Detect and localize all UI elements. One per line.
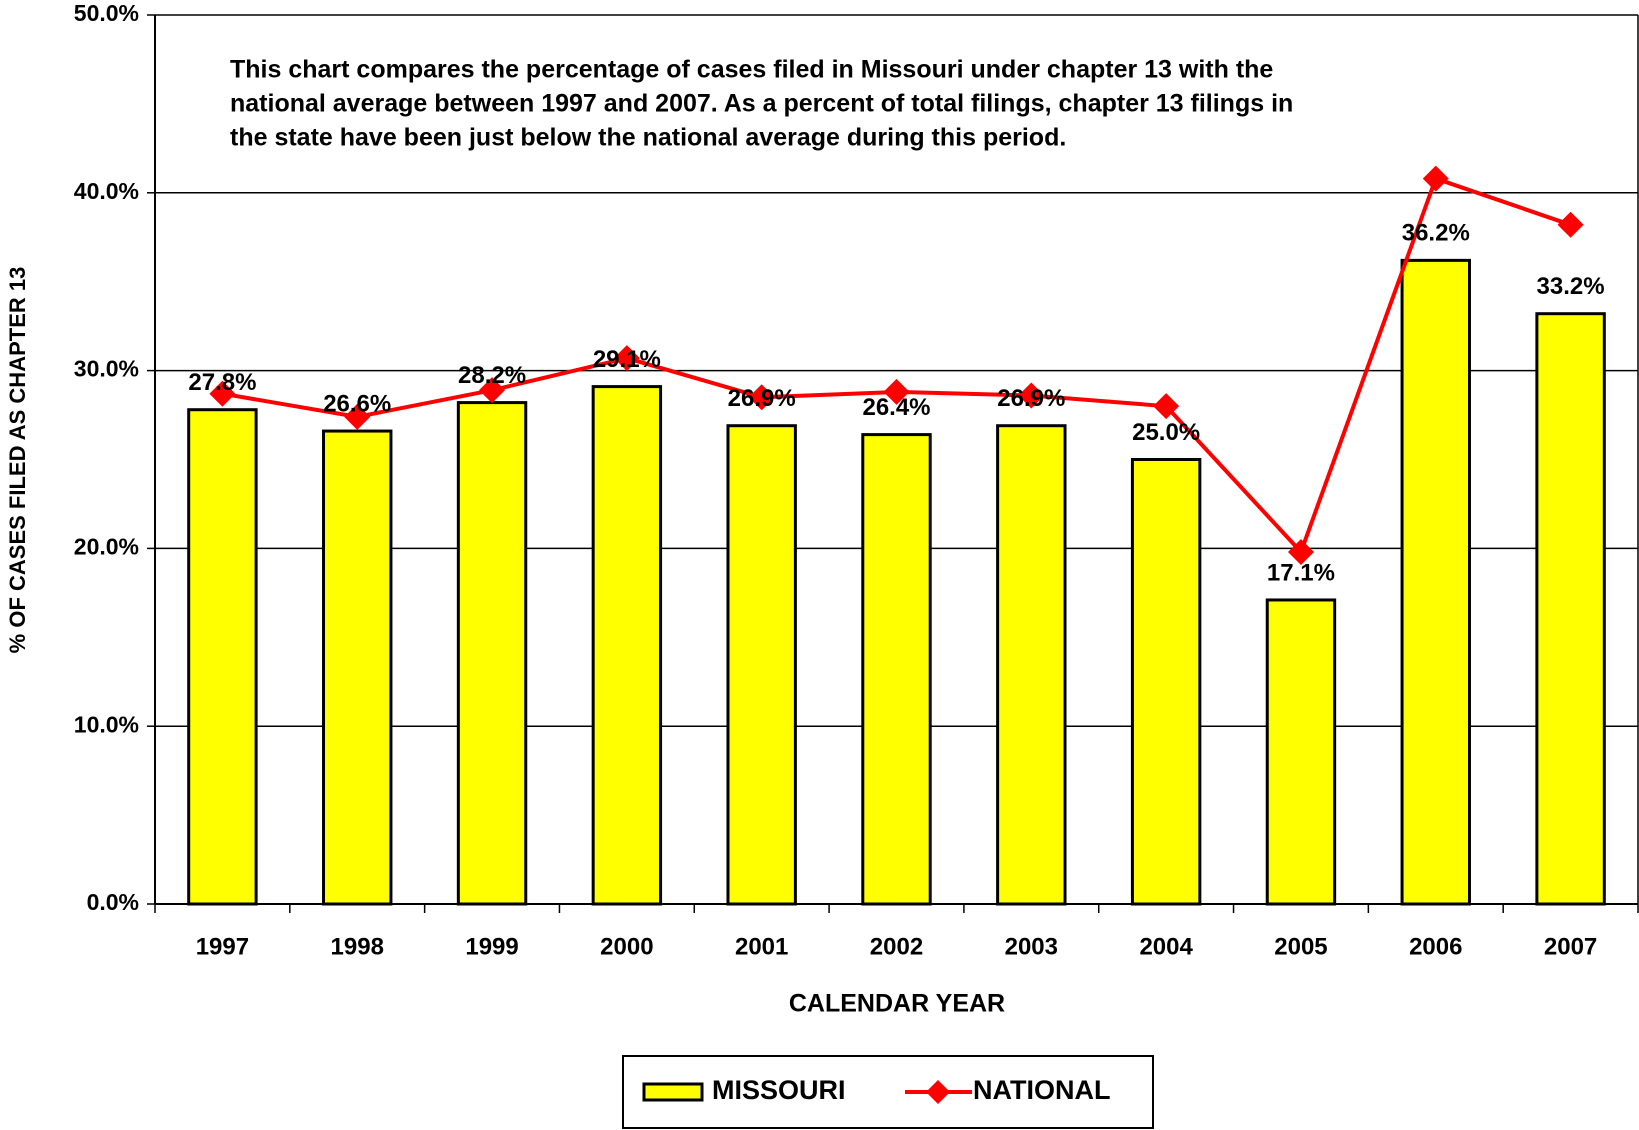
x-tick-label: 2005 <box>1274 933 1327 960</box>
x-tick-label: 2007 <box>1544 933 1597 960</box>
line-marker <box>748 384 775 411</box>
bar <box>1265 598 1337 906</box>
bar <box>322 429 393 906</box>
y-tick-label: 40.0% <box>74 178 139 204</box>
data-label: 17.1% <box>1267 559 1335 586</box>
x-tick-label: 2002 <box>870 933 923 960</box>
annotation: This chart compares the percentage of ca… <box>230 56 1273 84</box>
y-tick-label: 10.0% <box>74 711 139 737</box>
legend-swatch <box>642 1082 704 1102</box>
bar <box>996 424 1067 906</box>
y-tick-label: 30.0% <box>74 356 139 382</box>
line-marker <box>1153 393 1180 420</box>
data-label: 25.0% <box>1132 419 1200 446</box>
bar <box>187 408 258 906</box>
y-axis-label: % OF CASES FILED AS CHAPTER 13 <box>5 267 30 654</box>
line-marker <box>344 403 371 430</box>
x-tick-label: 1999 <box>465 933 518 960</box>
data-label: 26.9% <box>728 385 796 412</box>
data-label: 29.1% <box>593 346 661 373</box>
data-label: 33.2% <box>1537 273 1605 300</box>
data-label: 36.2% <box>1402 220 1470 247</box>
bar <box>456 401 528 906</box>
annotation: the state have been just below the natio… <box>230 124 1066 152</box>
line-marker <box>1287 538 1314 565</box>
line-marker <box>883 378 910 405</box>
legend-box <box>622 1055 1154 1129</box>
data-label: 26.4% <box>862 394 930 421</box>
x-tick-label: 2000 <box>600 933 653 960</box>
line-marker <box>1018 382 1045 409</box>
annotation: national average between 1997 and 2007. … <box>230 90 1293 118</box>
bar <box>1400 258 1471 906</box>
bar <box>1130 458 1202 906</box>
line-marker <box>209 380 236 407</box>
legend-label: MISSOURI <box>712 1075 846 1105</box>
y-tick-label: 50.0% <box>74 0 139 26</box>
line-marker <box>479 377 506 404</box>
line-marker <box>1557 211 1584 238</box>
data-label: 28.2% <box>458 362 526 389</box>
x-tick-label: 2004 <box>1139 933 1193 960</box>
x-tick-label: 2006 <box>1409 933 1462 960</box>
legend-swatch <box>926 1080 950 1104</box>
x-tick-label: 1997 <box>196 933 249 960</box>
bar <box>726 424 797 906</box>
data-label: 26.9% <box>997 385 1065 412</box>
data-label: 26.6% <box>323 390 391 417</box>
x-tick-label: 1998 <box>331 933 384 960</box>
y-tick-label: 20.0% <box>74 533 139 559</box>
line-marker <box>1422 165 1449 192</box>
data-label: 27.8% <box>188 369 256 396</box>
line-marker <box>613 345 640 372</box>
x-tick-label: 2003 <box>1005 933 1058 960</box>
bar <box>861 433 932 906</box>
y-tick-label: 0.0% <box>87 889 139 915</box>
x-axis-label: CALENDAR YEAR <box>789 990 1005 1018</box>
bar <box>591 385 663 906</box>
bar <box>1535 312 1606 906</box>
legend-label: NATIONAL <box>973 1075 1110 1105</box>
x-tick-label: 2001 <box>735 933 788 960</box>
